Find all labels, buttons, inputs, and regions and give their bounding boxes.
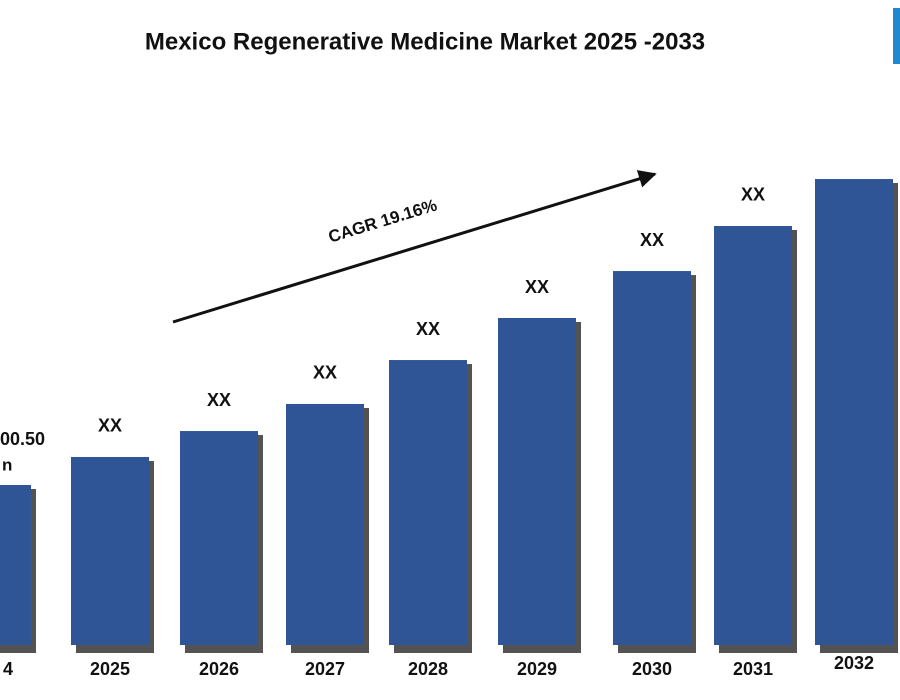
x-tick-label: 2025 [90, 659, 130, 679]
x-tick-label: 2031 [733, 659, 773, 679]
value-label: XX [207, 390, 231, 410]
value-label: XX [741, 185, 765, 205]
x-tick-label: 2030 [632, 659, 672, 679]
x-tick-label: 2027 [305, 659, 345, 679]
x-tick-label: 2029 [517, 659, 557, 679]
bar [0, 485, 31, 645]
value-label: XX [640, 230, 664, 250]
value-label: XX [313, 363, 337, 383]
bar [286, 403, 364, 645]
bar [714, 225, 792, 645]
logo [893, 8, 900, 64]
value-label: 00.50 [0, 429, 45, 449]
x-tick-label: 2032 [834, 653, 874, 673]
value-label: XX [98, 416, 122, 436]
x-tick-label: 2026 [199, 659, 239, 679]
cagr-arrow [172, 170, 657, 324]
bar [613, 271, 691, 645]
chart-title: Mexico Regenerative Medicine Market 2025… [145, 28, 705, 55]
x-tick-label: 2028 [408, 659, 448, 679]
bar [71, 456, 149, 645]
bar [180, 431, 258, 645]
x-tick-label: 4 [3, 659, 13, 679]
bar [389, 360, 467, 645]
value-label: XX [416, 319, 440, 339]
value-unit-label: n [2, 455, 12, 474]
bar [815, 179, 893, 645]
bar [498, 318, 576, 645]
value-label: XX [525, 277, 549, 297]
